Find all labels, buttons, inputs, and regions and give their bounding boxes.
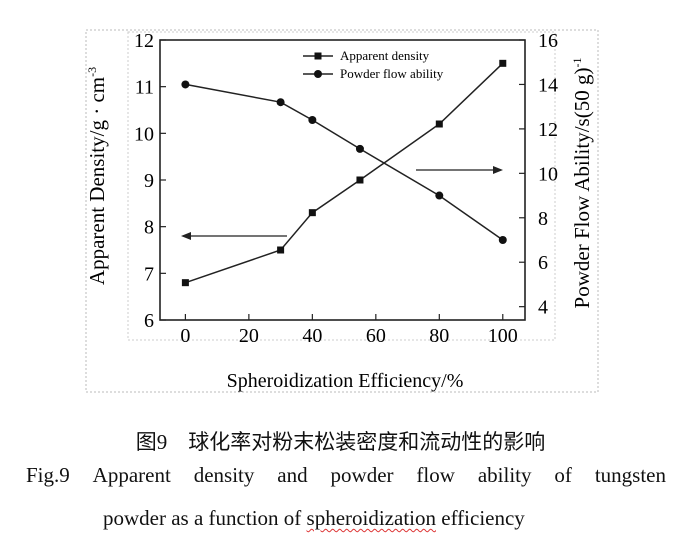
- x-title: Spheroidization Efficiency/%: [227, 370, 464, 392]
- series-line-0: [185, 62, 504, 284]
- y-left-tick-label: 9: [144, 170, 154, 192]
- y-right-tick-label: 14: [538, 74, 558, 96]
- density-point: [356, 176, 364, 184]
- x-tick-label: 80: [429, 325, 449, 347]
- flow-point: [498, 236, 507, 244]
- y-left-tick-label: 8: [144, 217, 154, 239]
- caption-word: Fig.9: [26, 463, 70, 487]
- x-tick-label: 0: [180, 325, 190, 347]
- plot-area: [159, 39, 526, 321]
- density-point: [435, 120, 443, 128]
- caption-word: powder: [330, 463, 394, 487]
- series-line-1: [185, 83, 504, 241]
- flow-point: [308, 116, 317, 124]
- y-left-tick-label: 10: [134, 123, 154, 145]
- left-axis: 6 7 8 9 10 11 12: [134, 30, 166, 332]
- caption-word: flow: [416, 463, 455, 487]
- caption-word: density: [193, 463, 255, 487]
- caption-line2-start: powder as a function of: [103, 506, 307, 530]
- y-right-tick-label: 8: [538, 208, 548, 230]
- legend-circle-marker: [314, 70, 322, 78]
- figure-frame: [85, 29, 599, 393]
- density-point: [277, 246, 285, 254]
- y-left-tick-label: 7: [144, 263, 154, 285]
- caption-word: Apparent: [92, 463, 171, 487]
- legend-label-flow: Powder flow ability: [340, 66, 444, 81]
- legend-label-density: Apparent density: [340, 48, 430, 63]
- caption-word: ability: [477, 463, 532, 487]
- x-axis: 0 20 40 60 80 100: [180, 314, 518, 347]
- right-axis: 4 6 8 10 12 14 16: [519, 30, 558, 319]
- caption-line2-keyword: spheroidization: [306, 506, 436, 530]
- y-left-tick-label: 6: [144, 310, 154, 332]
- density-point: [499, 59, 507, 67]
- flow-point: [181, 80, 190, 89]
- legend-square-marker: [314, 52, 322, 60]
- density-point: [308, 209, 316, 217]
- caption-word: of: [554, 463, 572, 487]
- flow-point: [435, 191, 444, 200]
- x-tick-label: 20: [239, 325, 259, 347]
- chart-area: 6 7 8 9 10 11 12 4 6 8 10 12 14 16 0 20 40 60 80 100 Appa…: [85, 29, 599, 393]
- y-left-title: Apparent Density/g · cm-3: [85, 67, 109, 285]
- inner-frame: [127, 31, 556, 341]
- y-right-tick-label: 4: [538, 297, 548, 319]
- x-tick-label: 100: [488, 325, 518, 347]
- y-right-tick-label: 10: [538, 163, 558, 185]
- caption-english-line2: powder as a function of spheroidization …: [103, 506, 663, 531]
- y-right-tick-label: 6: [538, 252, 548, 274]
- caption-line2-end: efficiency: [436, 506, 525, 530]
- y-left-tick-label: 12: [134, 30, 154, 52]
- y-right-tick-label: 16: [538, 30, 558, 52]
- legend: Apparent density Powder flow ability: [303, 48, 444, 81]
- arrow-right: [416, 166, 503, 174]
- caption-english-line1: Fig.9 Apparent density and powder flow ability…: [26, 463, 666, 488]
- y-right-tick-label: 12: [538, 119, 558, 141]
- caption-word: tungsten: [594, 463, 666, 487]
- caption-word: and: [277, 463, 308, 487]
- arrow-left: [181, 232, 287, 240]
- caption-chinese: 图9 球化率对粉末松装密度和流动性的影响: [135, 430, 546, 454]
- x-tick-label: 40: [302, 325, 322, 347]
- flow-point: [355, 144, 364, 153]
- series-layer: [181, 59, 507, 287]
- y-right-title: Powder Flow Ability/s(50 g)-1: [570, 58, 594, 309]
- flow-point: [276, 98, 285, 107]
- y-left-tick-label: 11: [135, 77, 154, 99]
- x-tick-label: 60: [366, 325, 386, 347]
- density-point: [181, 279, 189, 287]
